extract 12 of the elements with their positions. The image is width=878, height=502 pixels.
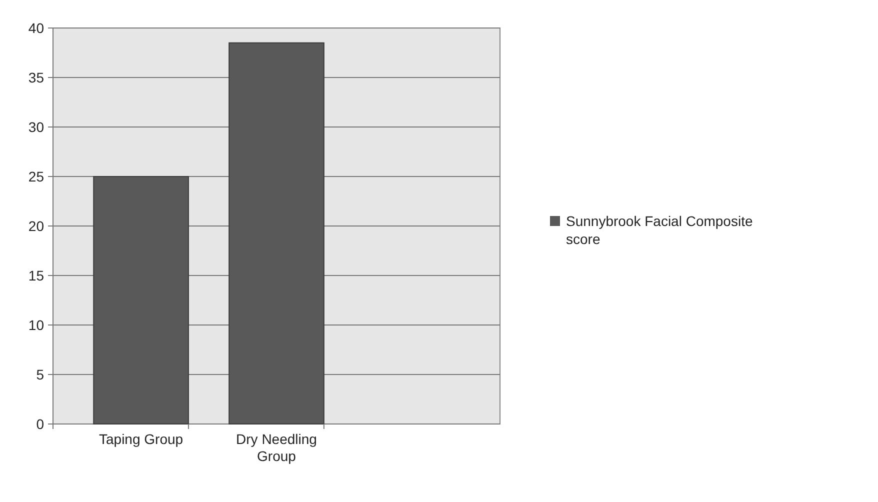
y-tick-label: 15 [28, 267, 44, 284]
y-tick-label: 20 [28, 218, 44, 234]
y-tick-label: 5 [36, 366, 44, 382]
y-tick-label: 30 [28, 118, 44, 135]
y-tick-label: 35 [28, 69, 44, 86]
legend-label: Sunnybrook Facial Composite score [566, 213, 753, 248]
y-tick-label: 10 [28, 316, 44, 333]
y-tick-label: 25 [28, 168, 44, 184]
x-tick-label: Taping Group [99, 431, 184, 447]
y-tick-label: 40 [28, 20, 44, 36]
y-tick-label: 0 [36, 416, 44, 432]
x-tick-label: Dry Needling Group [236, 431, 317, 464]
